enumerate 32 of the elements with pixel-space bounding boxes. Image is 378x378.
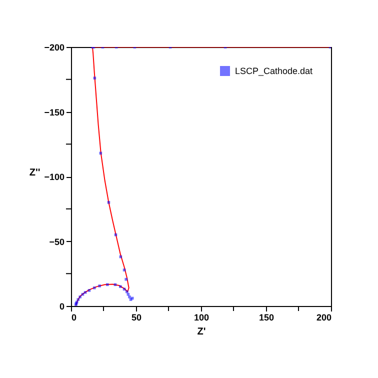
point: [125, 290, 128, 294]
y-tick-label: −50: [49, 236, 64, 247]
y-axis-title: Z'': [29, 168, 40, 178]
point: [98, 284, 102, 288]
point: [99, 152, 102, 155]
x-tick-label: 200: [316, 312, 332, 322]
point: [78, 296, 82, 298]
y-tick-label: 0: [59, 302, 64, 312]
point: [107, 200, 110, 204]
point: [106, 283, 109, 286]
x-tick-label: 0: [72, 312, 77, 322]
x-tick-label: 100: [194, 312, 210, 322]
x-axis-title: Z': [197, 326, 206, 338]
x-tick-label: 150: [258, 312, 274, 322]
point: [124, 278, 128, 281]
point: [81, 292, 84, 296]
legend-label: LSCP_Cathode.dat: [235, 66, 314, 76]
point: [84, 290, 87, 294]
point: [114, 283, 117, 286]
point: [92, 286, 96, 290]
point: [128, 296, 131, 298]
line-series: [75, 47, 331, 306]
x-tick-label: 50: [131, 312, 142, 322]
point: [122, 268, 126, 272]
point: [118, 285, 122, 288]
point: [119, 255, 122, 258]
y-tick-label: −150: [44, 107, 64, 118]
point: [88, 289, 91, 292]
point: [93, 76, 96, 80]
y-tick-label: −200: [44, 42, 64, 52]
point: [76, 298, 80, 301]
y-tick-label: −100: [44, 172, 64, 182]
